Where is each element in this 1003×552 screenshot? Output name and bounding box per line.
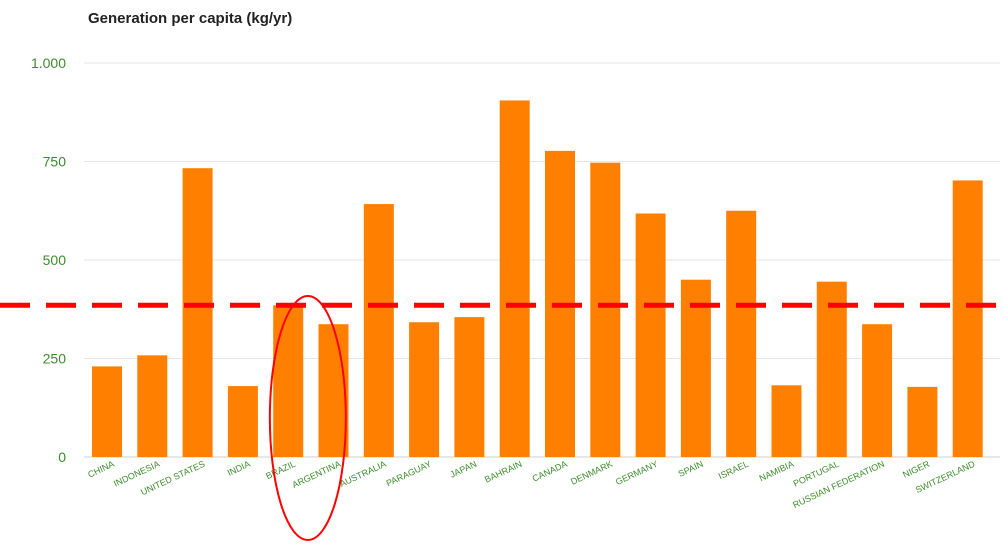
x-tick-label-israel: ISRAEL: [717, 459, 750, 482]
bar-indonesia: [137, 355, 168, 457]
x-tick-label-niger: NIGER: [901, 459, 932, 480]
bar-germany: [635, 213, 666, 457]
bar-portugal: [816, 281, 847, 457]
x-tick-label-brazil: BRAZIL: [264, 459, 297, 481]
x-tick-label-india: INDIA: [226, 459, 252, 478]
x-tick-label-bahrain: BAHRAIN: [483, 459, 523, 485]
bar-denmark: [590, 162, 621, 457]
x-tick-label-denmark: DENMARK: [569, 459, 614, 487]
bar-paraguay: [409, 322, 440, 457]
x-tick-label-japan: JAPAN: [448, 459, 478, 480]
bar-china: [92, 366, 122, 457]
bar-israel: [726, 210, 757, 457]
bar-russian-federation: [862, 324, 893, 457]
bar-switzerland: [952, 180, 983, 458]
bar-united-states: [182, 168, 213, 457]
y-tick-label-0: 0: [58, 449, 66, 465]
y-tick-label-250: 250: [43, 351, 67, 367]
bar-bahrain: [499, 100, 530, 458]
y-tick-label-1000: 1.000: [31, 55, 66, 71]
x-tick-label-paraguay: PARAGUAY: [385, 459, 433, 489]
bar-argentina: [318, 324, 349, 457]
highlight-ellipse: [268, 295, 347, 541]
chart-title: Generation per capita (kg/yr): [88, 10, 293, 27]
x-tick-label-namibia: NAMIBIA: [758, 459, 796, 484]
bar-spain: [680, 279, 711, 457]
x-tick-label-canada: CANADA: [531, 459, 569, 484]
bar-japan: [454, 317, 485, 457]
y-tick-label-500: 500: [43, 252, 67, 268]
x-tick-label-china: CHINA: [86, 459, 116, 480]
x-tick-label-spain: SPAIN: [677, 459, 705, 479]
x-tick-label-australia: AUSTRALIA: [338, 459, 388, 489]
bar-india: [227, 386, 258, 457]
bar-namibia: [771, 385, 802, 457]
x-tick-label-germany: GERMANY: [614, 459, 659, 487]
bar-brazil: [273, 305, 304, 457]
y-tick-label-750: 750: [43, 154, 67, 170]
bar-australia: [363, 204, 394, 457]
bar-niger: [907, 386, 938, 457]
x-tick-label-argentina: ARGENTINA: [291, 459, 343, 490]
